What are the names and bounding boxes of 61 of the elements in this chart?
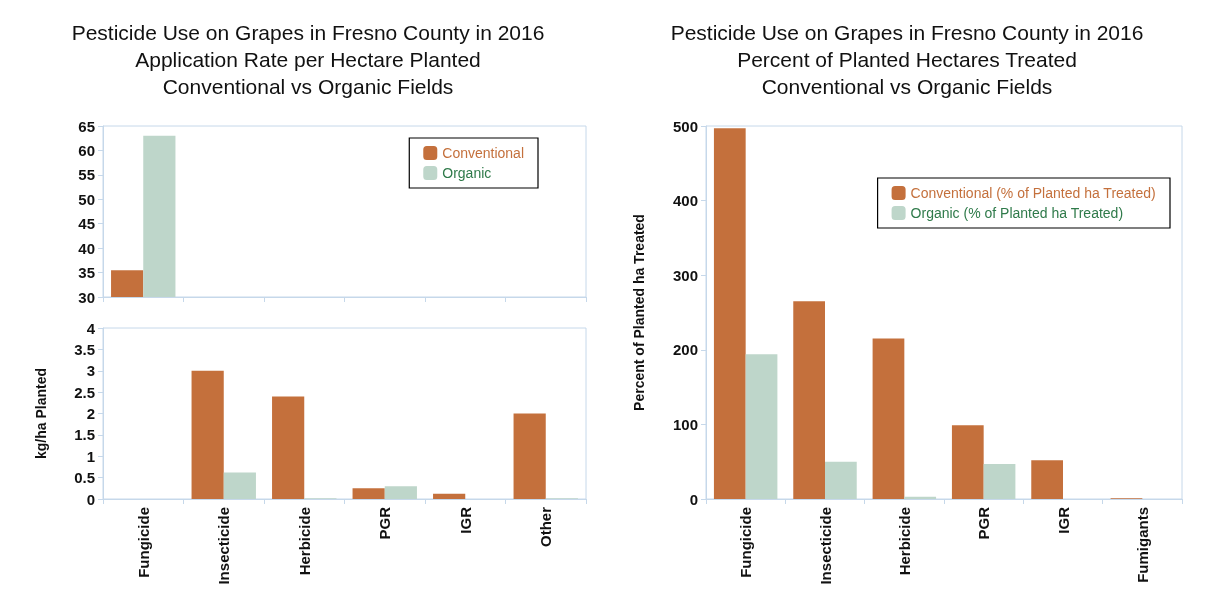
x-tick-label: Insecticide bbox=[215, 507, 233, 585]
y-tick-label: 400 bbox=[672, 192, 698, 210]
bar bbox=[872, 338, 905, 499]
y-tick-label: 1.5 bbox=[74, 426, 95, 444]
x-tick-label: Herbicide bbox=[295, 507, 313, 576]
x-tick-label: Fumigants bbox=[1133, 507, 1151, 583]
bar bbox=[191, 370, 224, 499]
bar bbox=[983, 463, 1016, 499]
chart-subtitle: Percent of Planted Hectares Treated Conventional vs Organic Fields bbox=[737, 48, 1077, 98]
y-tick-label: 0.5 bbox=[74, 469, 95, 487]
bar bbox=[713, 128, 746, 499]
bar bbox=[384, 486, 417, 499]
bar bbox=[223, 472, 256, 499]
y-tick-label: 2 bbox=[86, 405, 95, 422]
y-tick-label: 0 bbox=[689, 490, 698, 508]
y-tick-label: 2.5 bbox=[74, 383, 95, 401]
x-tick-label: Fungicide bbox=[737, 507, 755, 578]
x-tick-label: PGR bbox=[975, 506, 993, 540]
y-tick-label: 30 bbox=[78, 288, 95, 306]
legend-label: Conventional bbox=[442, 145, 525, 161]
bar bbox=[513, 413, 546, 499]
x-tick-label: Insecticide bbox=[816, 507, 834, 585]
y-axis-title: kg/ha Planted bbox=[33, 367, 49, 460]
x-tick-label: Fungicide bbox=[134, 507, 152, 578]
bar bbox=[433, 493, 466, 499]
chart-subtitle: Application Rate per Hectare Planted Conventional vs Organic Fields bbox=[135, 48, 481, 98]
y-tick-label: 1 bbox=[86, 447, 95, 465]
bar bbox=[272, 396, 305, 499]
bar bbox=[951, 425, 984, 499]
y-tick-label: 500 bbox=[672, 117, 698, 135]
y-tick-label: 4 bbox=[86, 319, 96, 337]
x-tick-label: IGR bbox=[456, 506, 474, 534]
y-tick-label: 300 bbox=[672, 266, 698, 284]
bar bbox=[1031, 460, 1063, 499]
legend-label: Conventional (% of Planted ha Treated) bbox=[910, 185, 1156, 201]
x-tick-label: Herbicide bbox=[895, 507, 913, 576]
y-tick-label: 55 bbox=[78, 166, 95, 184]
y-tick-label: 45 bbox=[78, 215, 95, 233]
x-tick-label: IGR bbox=[1054, 506, 1072, 534]
x-tick-label: Other bbox=[537, 506, 555, 548]
y-tick-label: 40 bbox=[78, 239, 95, 257]
y-tick-label: 3.5 bbox=[74, 340, 95, 358]
bar bbox=[825, 461, 857, 499]
y-tick-label: 0 bbox=[86, 490, 95, 508]
y-axis-title: Percent of Planted ha Treated bbox=[631, 214, 647, 411]
y-tick-label: 3 bbox=[86, 362, 95, 380]
legend-label: Organic (% of Planted ha Treated) bbox=[910, 205, 1124, 221]
legend-label: Organic bbox=[442, 165, 492, 181]
chart-title: Pesticide Use on Grapes in Fresno County in 2016 bbox=[670, 21, 1144, 44]
x-tick-label: PGR bbox=[376, 506, 394, 540]
y-tick-label: 60 bbox=[78, 141, 95, 159]
bar bbox=[793, 301, 825, 499]
y-tick-label: 100 bbox=[672, 415, 698, 433]
y-tick-label: 35 bbox=[78, 264, 95, 282]
y-tick-label: 65 bbox=[78, 117, 95, 135]
bar bbox=[904, 496, 937, 499]
y-tick-label: 50 bbox=[78, 190, 95, 208]
chart-title: Pesticide Use on Grapes in Fresno County in 2016 bbox=[71, 21, 545, 44]
y-tick-label: 200 bbox=[672, 341, 698, 359]
bar bbox=[745, 354, 778, 499]
bar bbox=[352, 488, 385, 499]
